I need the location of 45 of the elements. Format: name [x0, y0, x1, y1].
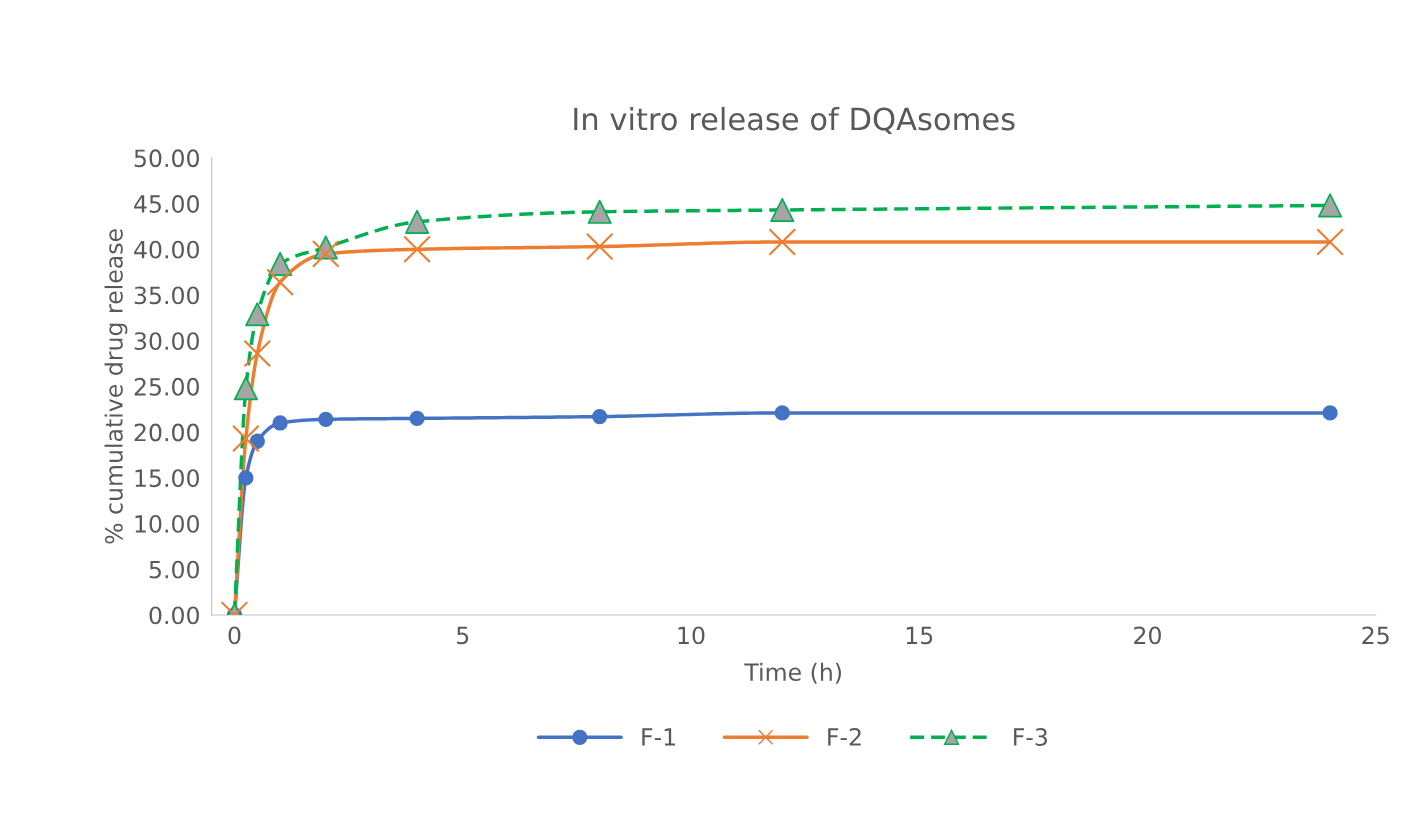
point	[770, 197, 795, 223]
point	[245, 302, 270, 327]
chart-title: In vitro release of DQAsomes	[574, 106, 1015, 135]
point	[233, 376, 258, 401]
y-tick-label: 15.00	[135, 469, 199, 488]
x-tick-label: 15	[906, 626, 933, 645]
x-tick-label: 5	[457, 626, 469, 645]
x-tick-label: 20	[1134, 626, 1161, 645]
legend-label: F-1	[642, 728, 675, 746]
y-tick-label: 50.00	[134, 149, 199, 168]
y-axis-title: % cumulative drug release	[104, 229, 128, 544]
point	[238, 470, 254, 486]
y-tick-label: 35.00	[134, 286, 199, 305]
point	[585, 232, 614, 261]
point	[774, 405, 790, 421]
point	[243, 339, 272, 368]
point	[311, 240, 340, 268]
y-tick-label: 40.00	[134, 240, 199, 259]
point	[266, 268, 294, 297]
point	[768, 228, 797, 256]
point	[592, 408, 608, 425]
y-tick-label: 30.00	[134, 332, 199, 351]
x-tick-label: 25	[1362, 626, 1389, 645]
point	[318, 411, 334, 427]
y-tick-label: 25.00	[134, 377, 199, 396]
legend-label: F-3	[1014, 728, 1047, 746]
point	[405, 209, 430, 234]
point	[1322, 405, 1338, 421]
point	[403, 235, 431, 264]
point	[587, 199, 612, 224]
point	[232, 424, 260, 453]
y-tick-label: 5.00	[149, 560, 199, 579]
y-tick-label: 45.00	[134, 195, 199, 213]
x-axis-title: Time (h)	[744, 662, 841, 684]
point	[1318, 193, 1343, 218]
y-tick-label: 0.00	[149, 606, 199, 625]
point	[272, 415, 288, 431]
point	[409, 410, 425, 427]
legend-label: F-2	[828, 728, 861, 746]
x-tick-label: 0	[228, 626, 241, 645]
point	[1316, 228, 1344, 256]
y-tick-label: 20.00	[134, 423, 199, 442]
x-tick-label: 10	[678, 626, 705, 645]
y-tick-label: 10.00	[135, 514, 199, 533]
point	[268, 251, 293, 276]
